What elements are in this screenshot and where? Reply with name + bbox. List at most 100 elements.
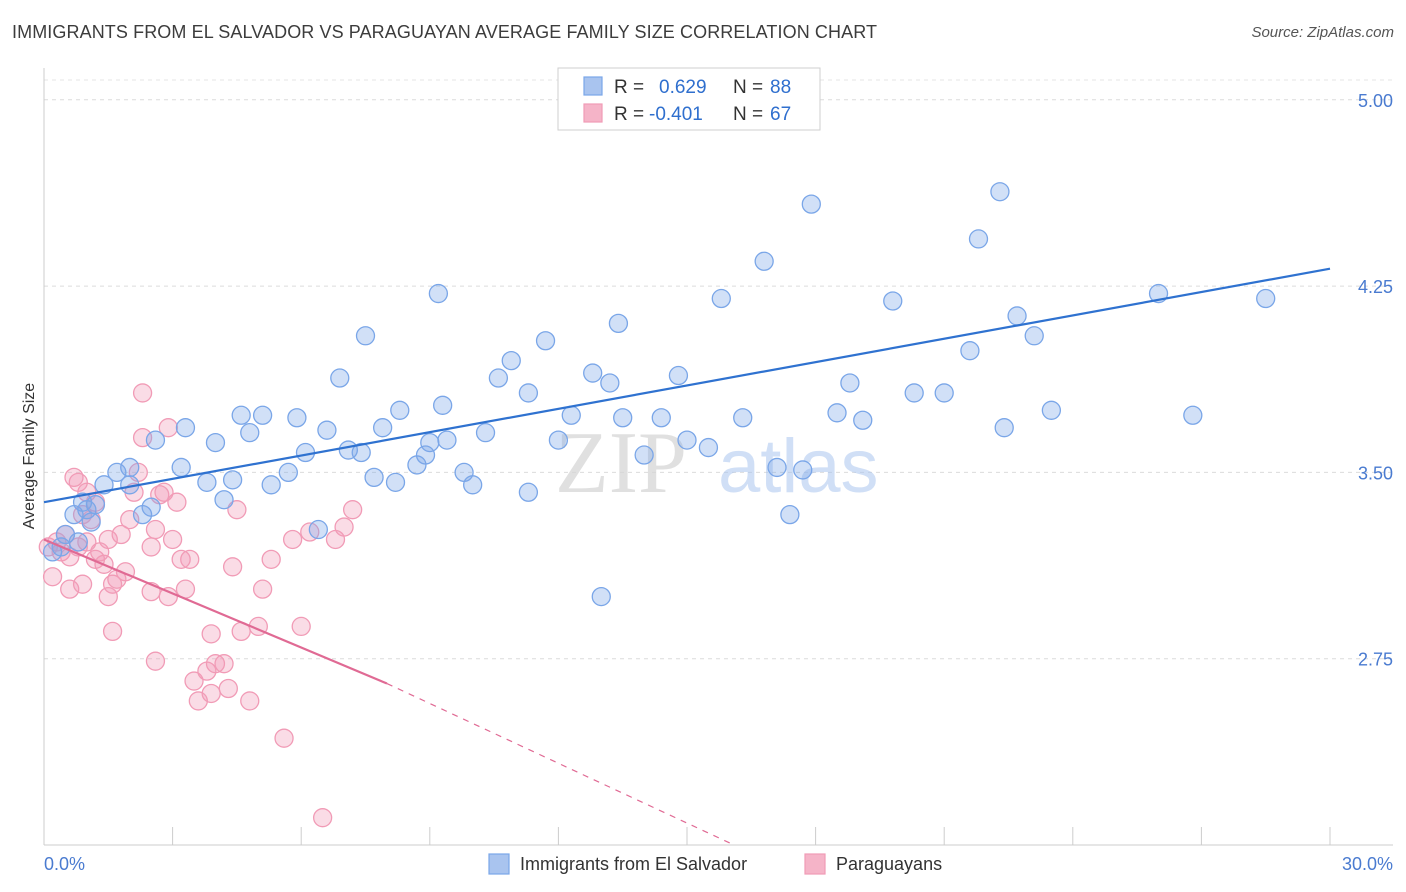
legend-r-label-el-salvador: R = bbox=[614, 77, 644, 98]
bottom-legend-label-paraguayans: Paraguayans bbox=[836, 854, 942, 874]
point-el-salvador-5 bbox=[85, 495, 106, 515]
point-el-salvador-21 bbox=[252, 405, 273, 425]
point-el-salvador-43 bbox=[463, 475, 483, 495]
point-el-salvador-58 bbox=[651, 408, 671, 428]
chart-title: IMMIGRANTS FROM EL SALVADOR VS PARAGUAYA… bbox=[12, 22, 878, 42]
series-paraguayans-points bbox=[38, 383, 363, 828]
point-paraguayans-59 bbox=[342, 500, 363, 520]
point-el-salvador-68 bbox=[801, 194, 821, 214]
point-el-salvador-11 bbox=[141, 497, 161, 517]
point-el-salvador-49 bbox=[535, 331, 556, 351]
point-paraguayans-20 bbox=[111, 524, 131, 545]
point-el-salvador-74 bbox=[934, 383, 954, 403]
point-paraguayans-62 bbox=[201, 683, 221, 704]
y-axis-label: Average Family Size bbox=[21, 383, 38, 530]
point-paraguayans-54 bbox=[291, 616, 311, 637]
point-el-salvador-32 bbox=[364, 467, 384, 488]
point-el-salvador-51 bbox=[561, 405, 581, 425]
series-el-salvador-points bbox=[42, 182, 1276, 607]
point-el-salvador-69 bbox=[827, 403, 847, 423]
point-el-salvador-52 bbox=[583, 363, 603, 383]
point-el-salvador-77 bbox=[990, 182, 1010, 202]
legend-swatch-el-salvador bbox=[583, 76, 603, 96]
point-paraguayans-25 bbox=[132, 383, 153, 403]
point-el-salvador-33 bbox=[372, 418, 393, 438]
point-el-salvador-47 bbox=[518, 482, 539, 502]
point-paraguayans-58 bbox=[334, 517, 354, 537]
point-paraguayans-28 bbox=[141, 537, 161, 557]
legend-r-value-el-salvador: 0.629 bbox=[659, 77, 707, 98]
point-el-salvador-78 bbox=[994, 418, 1014, 438]
point-paraguayans-29 bbox=[145, 519, 166, 540]
point-el-salvador-73 bbox=[904, 383, 924, 403]
point-el-salvador-15 bbox=[197, 472, 217, 492]
trend-lines bbox=[43, 267, 1331, 846]
legend-n-label-el-salvador: N = bbox=[733, 77, 763, 98]
trend-line-el-salvador bbox=[43, 267, 1331, 504]
point-el-salvador-86 bbox=[81, 512, 101, 532]
y-tick-label-0: 2.75 bbox=[1358, 650, 1393, 670]
point-el-salvador-37 bbox=[415, 445, 436, 465]
point-paraguayans-50 bbox=[252, 579, 273, 599]
x-tick-label-0: 0.0% bbox=[44, 854, 85, 874]
y-tick-label-2: 4.25 bbox=[1358, 277, 1393, 297]
legend-r-label-paraguayans: R = bbox=[614, 104, 644, 125]
legend-n-label-paraguayans: N = bbox=[733, 104, 763, 125]
bottom-legend: Immigrants from El Salvador Paraguayans bbox=[488, 853, 942, 875]
point-el-salvador-31 bbox=[355, 326, 376, 346]
source-label: Source: ZipAtlas.com bbox=[1251, 24, 1394, 41]
point-el-salvador-62 bbox=[711, 288, 731, 309]
point-paraguayans-52 bbox=[274, 728, 294, 748]
point-el-salvador-27 bbox=[317, 420, 337, 440]
point-el-salvador-28 bbox=[330, 368, 350, 388]
point-el-salvador-59 bbox=[668, 365, 689, 386]
point-el-salvador-72 bbox=[883, 291, 903, 311]
point-paraguayans-65 bbox=[98, 586, 118, 607]
point-el-salvador-66 bbox=[780, 504, 800, 525]
point-paraguayans-53 bbox=[282, 529, 303, 550]
point-paraguayans-60 bbox=[102, 621, 123, 642]
trend-line-dashed-paraguayans bbox=[386, 682, 735, 846]
grid-lines bbox=[44, 79, 1393, 660]
y-tick-labels: 2.75 3.50 4.25 5.00 bbox=[1358, 91, 1393, 670]
point-el-salvador-48 bbox=[518, 383, 539, 403]
watermark-zip: ZIP bbox=[555, 415, 687, 512]
point-el-salvador-17 bbox=[214, 490, 234, 510]
watermark-atlas: atlas bbox=[718, 424, 879, 509]
point-el-salvador-41 bbox=[437, 430, 457, 450]
point-el-salvador-65 bbox=[767, 457, 787, 478]
point-el-salvador-8 bbox=[120, 457, 140, 478]
top-legend: R = 0.629 N = 88 R = -0.401 N = 67 bbox=[557, 67, 821, 131]
point-el-salvador-46 bbox=[501, 350, 521, 371]
point-el-salvador-13 bbox=[171, 457, 191, 478]
point-el-salvador-75 bbox=[960, 341, 980, 361]
point-el-salvador-81 bbox=[1041, 400, 1062, 420]
point-el-salvador-24 bbox=[287, 408, 307, 428]
point-paraguayans-45 bbox=[222, 557, 243, 577]
legend-r-value-paraguayans: -0.401 bbox=[649, 104, 703, 125]
point-el-salvador-79 bbox=[1007, 306, 1027, 326]
point-el-salvador-56 bbox=[613, 408, 633, 428]
point-paraguayans-33 bbox=[162, 529, 183, 550]
point-paraguayans-1 bbox=[42, 567, 63, 587]
bottom-legend-label-el-salvador: Immigrants from El Salvador bbox=[520, 854, 747, 874]
point-el-salvador-16 bbox=[205, 432, 226, 453]
bottom-legend-swatch-paraguayans bbox=[804, 853, 826, 875]
point-el-salvador-67 bbox=[793, 460, 813, 480]
point-paraguayans-51 bbox=[261, 549, 281, 569]
point-el-salvador-12 bbox=[145, 430, 166, 450]
point-el-salvador-64 bbox=[754, 251, 774, 271]
point-paraguayans-43 bbox=[214, 654, 234, 674]
point-el-salvador-39 bbox=[428, 283, 449, 304]
point-el-salvador-76 bbox=[968, 229, 989, 249]
point-paraguayans-66 bbox=[158, 586, 178, 607]
x-tick-labels: 0.0% 30.0% bbox=[44, 854, 1393, 874]
point-paraguayans-56 bbox=[312, 808, 333, 828]
point-paraguayans-32 bbox=[158, 418, 178, 438]
point-el-salvador-18 bbox=[222, 470, 243, 490]
legend-n-value-paraguayans: 67 bbox=[770, 104, 791, 125]
point-el-salvador-50 bbox=[548, 430, 569, 450]
point-paraguayans-38 bbox=[184, 671, 204, 691]
point-paraguayans-61 bbox=[145, 651, 166, 671]
